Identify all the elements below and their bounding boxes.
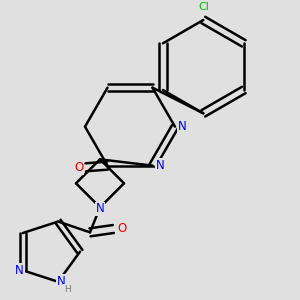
Text: N: N: [155, 159, 164, 172]
Text: O: O: [117, 223, 126, 236]
Text: N: N: [15, 264, 24, 277]
Text: H: H: [64, 285, 71, 294]
Text: O: O: [74, 161, 83, 174]
Text: N: N: [57, 275, 66, 288]
Text: N: N: [96, 202, 104, 215]
Text: Cl: Cl: [198, 2, 209, 12]
Text: N: N: [178, 120, 187, 133]
